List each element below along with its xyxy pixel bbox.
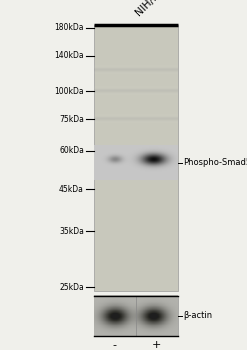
Text: 25kDa: 25kDa — [59, 282, 84, 292]
Text: 60kDa: 60kDa — [59, 146, 84, 155]
Text: +: + — [152, 340, 162, 350]
Text: 100kDa: 100kDa — [54, 86, 84, 96]
Text: 35kDa: 35kDa — [59, 226, 84, 236]
Text: 180kDa: 180kDa — [55, 23, 84, 33]
Text: NIH/3T3: NIH/3T3 — [134, 0, 170, 18]
Text: Phospho-Smad5-S465: Phospho-Smad5-S465 — [183, 158, 247, 167]
Text: 140kDa: 140kDa — [54, 51, 84, 61]
Text: 45kDa: 45kDa — [59, 184, 84, 194]
Bar — [94, 296, 178, 336]
Text: -: - — [113, 340, 117, 350]
Text: β-actin: β-actin — [183, 312, 212, 320]
Bar — [94, 25, 178, 290]
Text: 75kDa: 75kDa — [59, 114, 84, 124]
